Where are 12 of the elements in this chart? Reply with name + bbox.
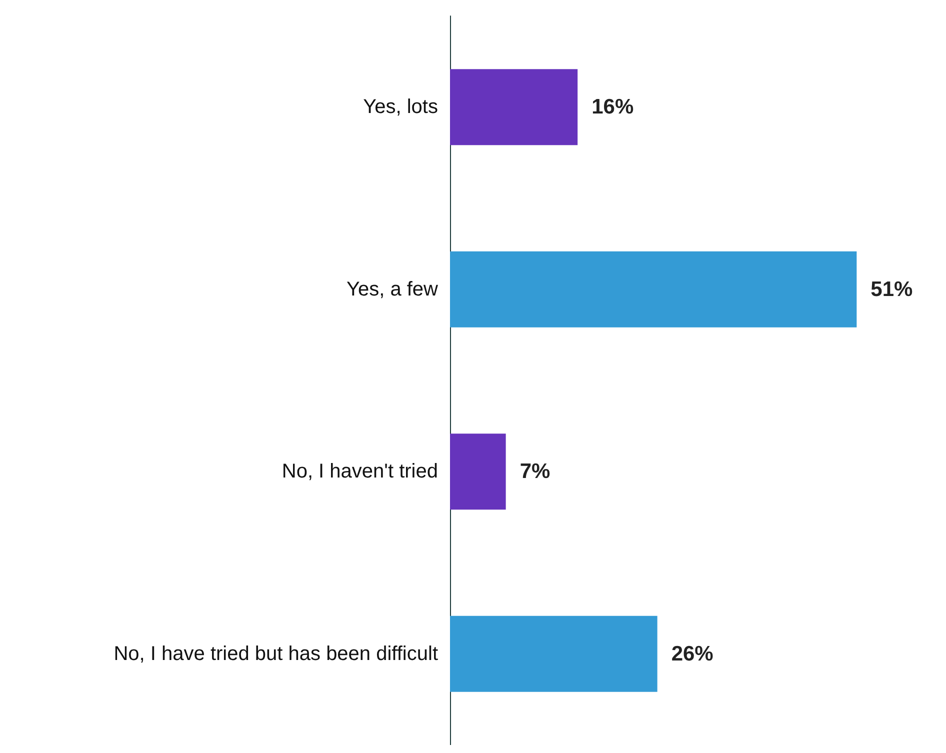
y-tick-label: Yes, lots (363, 96, 438, 118)
y-tick-label: No, I haven't tried (282, 460, 438, 483)
bar (450, 69, 578, 146)
y-tick-label: No, I have tried but has been difficult (114, 642, 438, 665)
y-tick-label: Yes, a few (346, 278, 439, 300)
data-label: 51% (870, 278, 914, 301)
bar (450, 434, 506, 510)
data-label: 26% (671, 642, 714, 666)
bar (450, 251, 857, 328)
data-label: 16% (592, 96, 634, 119)
data-label: 7% (520, 460, 550, 484)
bar (450, 616, 658, 692)
